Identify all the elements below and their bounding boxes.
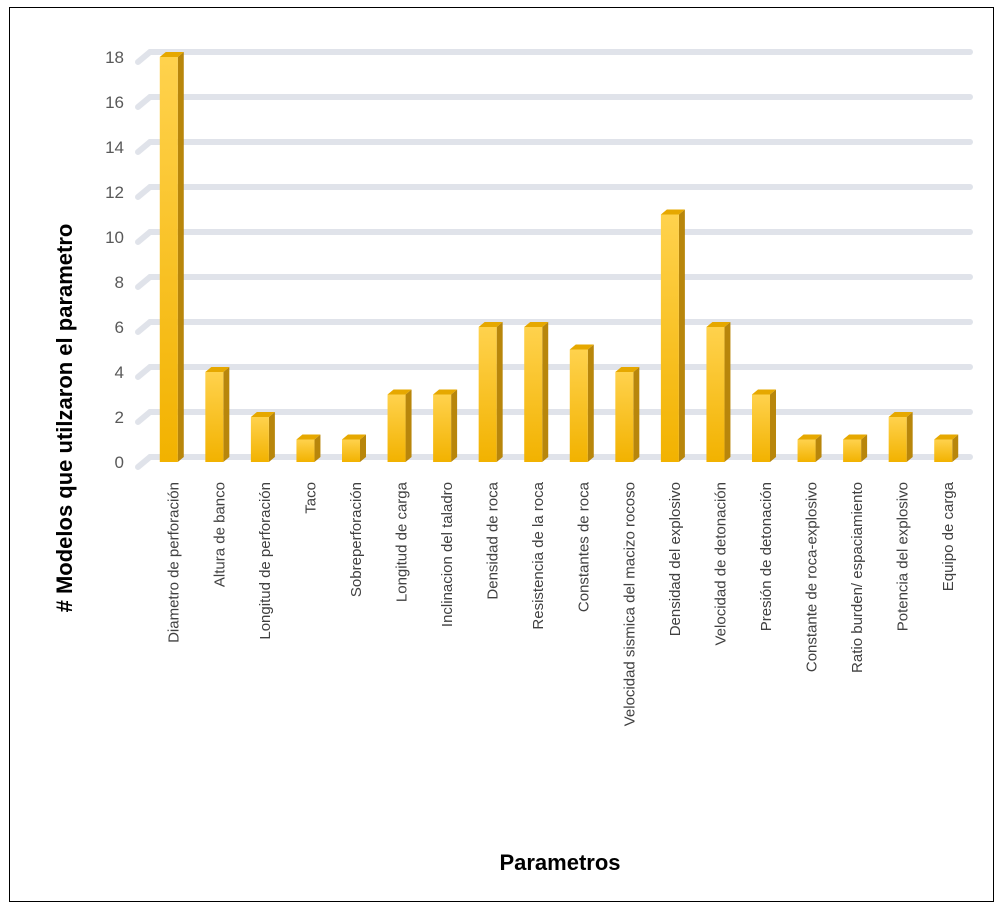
bar [478, 322, 503, 462]
x-axis-labels: Diametro de perforación Altura de banco Lo… [166, 481, 957, 726]
x-tick-label: Potencia del explosivo [895, 482, 912, 631]
x-tick-label: Diametro de perforación [166, 482, 183, 643]
x-tick-label: Densidad de roca [485, 481, 502, 599]
gridline [135, 319, 973, 335]
bar [797, 434, 822, 462]
y-tick-label: 10 [105, 228, 124, 247]
bar [615, 367, 640, 462]
x-tick-label: Equipo de carga [940, 481, 957, 591]
x-tick-label: Presión de detonación [758, 482, 775, 631]
y-tick-label: 8 [115, 273, 124, 292]
x-tick-label: Longitud de perforación [257, 482, 274, 640]
bar [843, 434, 868, 462]
gridline [135, 229, 973, 245]
bar [159, 52, 184, 462]
y-tick-label: 18 [105, 48, 124, 67]
bar [706, 322, 731, 462]
bar [752, 389, 776, 462]
x-tick-label: Inclinacion del taladro [439, 482, 456, 627]
x-tick-label: Constantes de roca [576, 481, 593, 612]
gridline [135, 94, 973, 110]
x-axis-title: Parametros [499, 850, 620, 875]
bar [250, 412, 275, 462]
x-tick-label: Constante de roca-explosivo [804, 482, 821, 672]
y-tick-label: 16 [105, 93, 124, 112]
bar [433, 389, 458, 462]
bar-chart: 0 2 4 6 8 10 12 14 16 18 Diametro de perforación A… [52, 48, 973, 875]
y-tick-label: 14 [105, 138, 124, 157]
bar [569, 344, 594, 462]
x-tick-label: Sobreperforación [348, 482, 365, 597]
gridlines [135, 49, 973, 470]
gridline [135, 274, 973, 290]
gridline [135, 364, 973, 380]
bar [888, 412, 913, 462]
gridline [135, 49, 973, 65]
y-tick-label: 2 [115, 408, 124, 427]
bar [342, 434, 366, 462]
x-tick-label: Velocidad sismica del macizo rocoso [621, 482, 638, 726]
x-tick-label: Altura de banco [211, 482, 228, 587]
x-tick-label: Longitud de carga [394, 481, 411, 602]
y-tick-label: 4 [115, 363, 124, 382]
x-tick-label: Velocidad de detonación [712, 482, 729, 645]
y-tick-label: 12 [105, 183, 124, 202]
y-axis-ticks: 0 2 4 6 8 10 12 14 16 18 [105, 48, 124, 472]
gridline [135, 139, 973, 155]
y-axis-title: # Modelos que utilzaron el parametro [52, 224, 77, 613]
bar [205, 367, 230, 462]
gridline [135, 454, 973, 470]
x-tick-label: Resistencia de la roca [530, 481, 547, 629]
gridline [135, 409, 973, 425]
y-tick-label: 0 [115, 453, 124, 472]
x-tick-label: Taco [302, 482, 319, 514]
bar [387, 389, 412, 462]
gridline [135, 184, 973, 200]
x-tick-label: Ratio burden/ espaciamiento [849, 482, 866, 673]
bar [660, 209, 685, 462]
chart-frame: 0 2 4 6 8 10 12 14 16 18 Diametro de perforación A… [9, 7, 994, 902]
bars [159, 52, 959, 462]
bar [524, 322, 549, 462]
bar [296, 434, 321, 462]
x-tick-label: Densidad del explosivo [667, 482, 684, 636]
y-tick-label: 6 [115, 318, 124, 337]
bar [934, 434, 959, 462]
